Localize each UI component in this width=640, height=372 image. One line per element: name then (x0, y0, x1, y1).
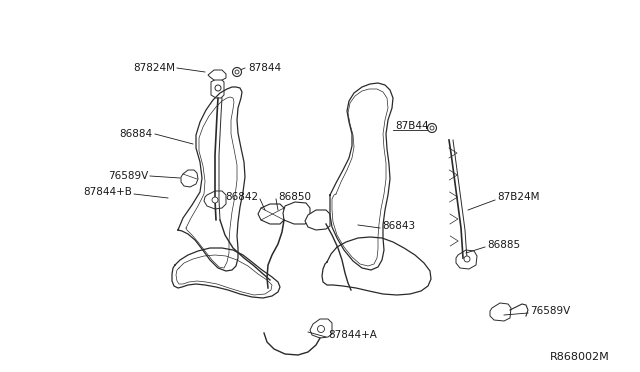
Polygon shape (283, 202, 310, 224)
Text: 87844+B: 87844+B (83, 187, 132, 197)
Polygon shape (181, 170, 198, 187)
Circle shape (430, 126, 434, 130)
Text: 87844+A: 87844+A (328, 330, 377, 340)
Text: 87B44: 87B44 (395, 121, 429, 131)
Polygon shape (258, 204, 284, 224)
Polygon shape (490, 303, 511, 321)
Polygon shape (305, 210, 330, 230)
Circle shape (215, 85, 221, 91)
Text: 86884: 86884 (119, 129, 152, 139)
Text: 87B24M: 87B24M (497, 192, 540, 202)
Text: 76589V: 76589V (108, 171, 148, 181)
Text: 86842: 86842 (225, 192, 258, 202)
Circle shape (464, 256, 470, 262)
Polygon shape (211, 79, 224, 98)
Polygon shape (456, 250, 477, 269)
Text: R868002M: R868002M (550, 352, 610, 362)
Circle shape (212, 197, 218, 203)
Polygon shape (310, 319, 332, 338)
Text: 86885: 86885 (487, 240, 520, 250)
Circle shape (317, 326, 324, 333)
Text: 76589V: 76589V (530, 306, 570, 316)
Circle shape (235, 70, 239, 74)
Text: 87844: 87844 (248, 63, 281, 73)
Polygon shape (204, 191, 226, 209)
Polygon shape (208, 70, 226, 80)
Circle shape (232, 67, 241, 77)
Circle shape (428, 124, 436, 132)
Text: 86843: 86843 (382, 221, 415, 231)
Text: 86850: 86850 (278, 192, 311, 202)
Text: 87824M: 87824M (133, 63, 175, 73)
